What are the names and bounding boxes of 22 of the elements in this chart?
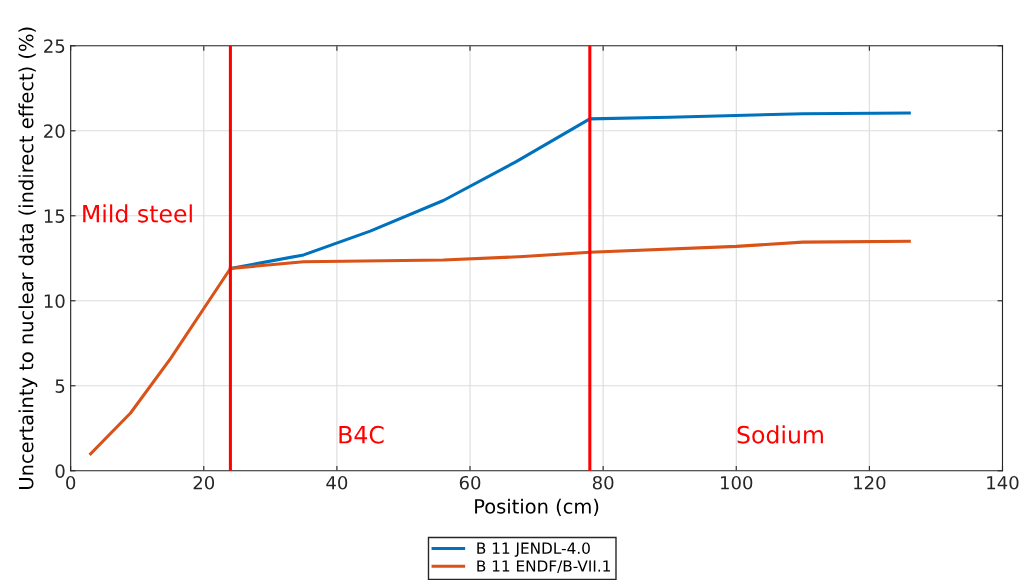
x-tick-label: 100 <box>721 475 753 490</box>
x-tick-label: 140 <box>987 475 1019 490</box>
y-tick-label: 10 <box>44 294 65 308</box>
x-axis-title: Position (cm) <box>475 498 599 516</box>
annotation: B4C <box>339 425 384 444</box>
y-tick-label: 15 <box>44 209 65 223</box>
annotation: Mild steel <box>83 204 192 223</box>
x-tick-label: 0 <box>66 475 76 490</box>
x-tick-label: 80 <box>592 475 614 490</box>
annotation: Sodium <box>737 425 823 444</box>
x-tick-label: 120 <box>854 475 886 490</box>
y-axis-title: Uncertainty to nuclear data (indirect effect) (%) <box>18 27 38 489</box>
line-series <box>89 239 911 456</box>
y-tick-label: 25 <box>44 39 65 53</box>
x-tick-label: 60 <box>459 475 481 490</box>
y-tick-label: 20 <box>44 124 65 138</box>
legend-label: B 11 JENDL-4.0 <box>477 542 590 557</box>
x-tick-label: 40 <box>326 475 348 490</box>
x-tick-label: 20 <box>193 475 215 490</box>
y-tick-label: 5 <box>55 379 65 393</box>
y-tick-label: 0 <box>55 464 65 478</box>
legend-label: B 11 ENDF/B-VII.1 <box>477 560 610 574</box>
